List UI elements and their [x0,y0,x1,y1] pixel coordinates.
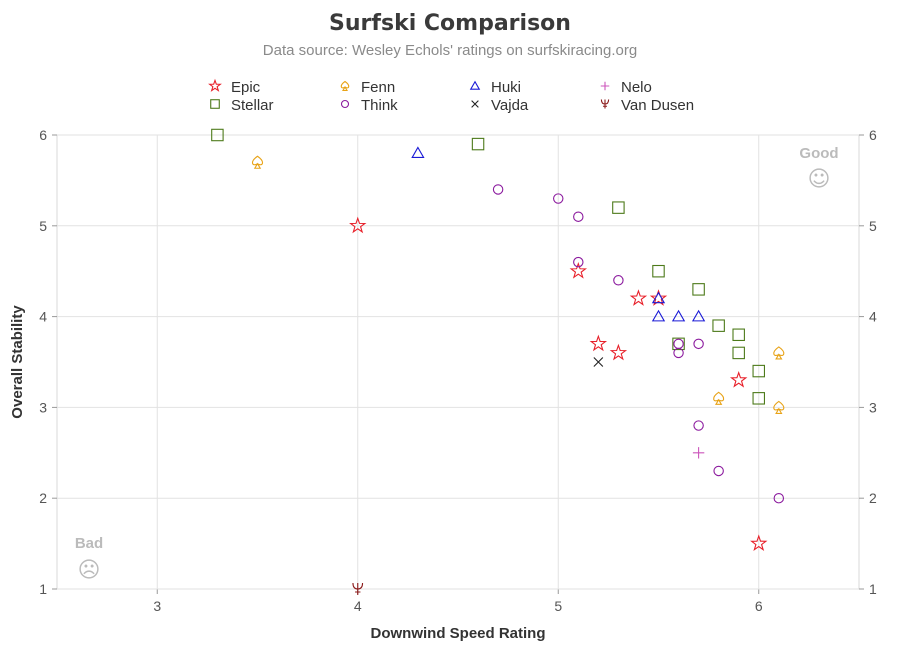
legend-marker-vajda [471,100,479,108]
point-think [773,492,785,504]
y-tick-label-right: 4 [869,309,877,325]
point-vajda [593,357,604,367]
point-epic [589,334,608,352]
point-fenn [713,391,725,405]
x-tick-label: 3 [153,598,161,614]
point-epic [729,370,748,388]
legend-item-van-dusen: Van Dusen [600,97,694,114]
y-tick-label: 2 [39,490,47,506]
point-think [673,347,684,359]
x-tick-label: 5 [554,598,562,614]
point-fenn [773,400,785,414]
good-label: Good [799,145,838,162]
y-tick-label-right: 2 [869,490,877,506]
point-epic [629,289,648,306]
legend-marker-stellar [210,99,220,109]
legend-marker-van-dusen [600,99,610,109]
chart-title: Surfski Comparison [329,11,571,36]
point-stellar [752,364,765,378]
point-think [573,211,584,222]
point-fenn [252,155,263,169]
y-tick-label-right: 5 [869,218,877,234]
legend: Epic Fenn Huki Nelo Stellar Think Vajda Van Dus… [208,78,694,114]
point-nelo [692,447,705,459]
chart-subtitle: Data source: Wesley Echols' ratings on s… [263,42,637,59]
point-stellar [672,337,685,351]
point-van-dusen [352,582,364,595]
legend-marker-fenn [340,80,350,92]
legend-label: Huki [491,79,521,96]
point-stellar [652,264,665,278]
x-tick-label: 4 [354,598,362,614]
y-tick-label-right: 6 [869,127,877,143]
plot-area [56,134,860,590]
y-axis-title: Overall Stability [9,305,26,419]
legend-item-nelo: Nelo [600,79,652,96]
y-tick-label-right: 1 [869,581,877,597]
point-stellar [471,137,485,151]
point-think [553,193,564,204]
data-points [211,128,785,595]
point-huki [651,309,666,322]
point-huki [411,146,425,158]
legend-item-huki: Huki [469,79,521,96]
legend-item-stellar: Stellar [210,97,274,114]
legend-item-fenn: Fenn [340,79,395,96]
x-tick-label: 6 [755,598,763,614]
legend-item-vajda: Vajda [471,97,529,114]
point-stellar [732,328,745,342]
point-stellar [612,201,625,214]
point-think [713,465,724,477]
legend-marker-epic [208,78,222,92]
point-think [573,256,584,268]
y-tick-label: 4 [39,309,47,325]
point-stellar [732,346,745,360]
legend-label: Epic [231,79,261,96]
point-epic [750,534,768,552]
legend-label: Fenn [361,79,395,96]
y-tick-label: 6 [39,127,47,143]
legend-item-think: Think [340,97,398,114]
point-epic [349,216,367,234]
point-huki [691,309,706,322]
bad-label: Bad [75,535,103,552]
point-think [693,338,704,350]
legend-label: Vajda [491,97,529,114]
point-epic [569,262,588,279]
point-think [693,420,704,431]
legend-label: Nelo [621,79,652,96]
legend-item-epic: Epic [208,78,261,96]
smiley-face-icon: ☺ [808,167,831,192]
legend-label: Stellar [231,97,274,114]
gridlines [52,134,864,594]
point-epic [609,343,628,361]
y-tick-label: 1 [39,581,47,597]
point-stellar [712,319,725,332]
tick-labels: 3 4 5 6 1 1 2 2 3 3 4 4 5 5 6 6 [39,127,877,614]
legend-marker-nelo [600,81,610,91]
point-think [492,184,504,195]
point-huki [671,309,686,322]
point-huki [651,291,666,304]
y-tick-label: 5 [39,218,47,234]
point-stellar [692,283,705,296]
point-fenn [773,346,785,360]
y-tick-label-right: 3 [869,399,877,415]
frowny-face-icon: ☹ [78,558,101,583]
point-think [613,275,624,286]
legend-marker-huki [469,80,481,90]
y-tick-label: 3 [39,399,47,415]
legend-marker-think [340,99,350,109]
legend-label: Van Dusen [621,97,694,114]
point-epic [649,289,668,306]
point-stellar [211,128,224,142]
legend-label: Think [361,97,398,114]
point-stellar [752,392,765,405]
x-axis-title: Downwind Speed Rating [371,625,546,642]
